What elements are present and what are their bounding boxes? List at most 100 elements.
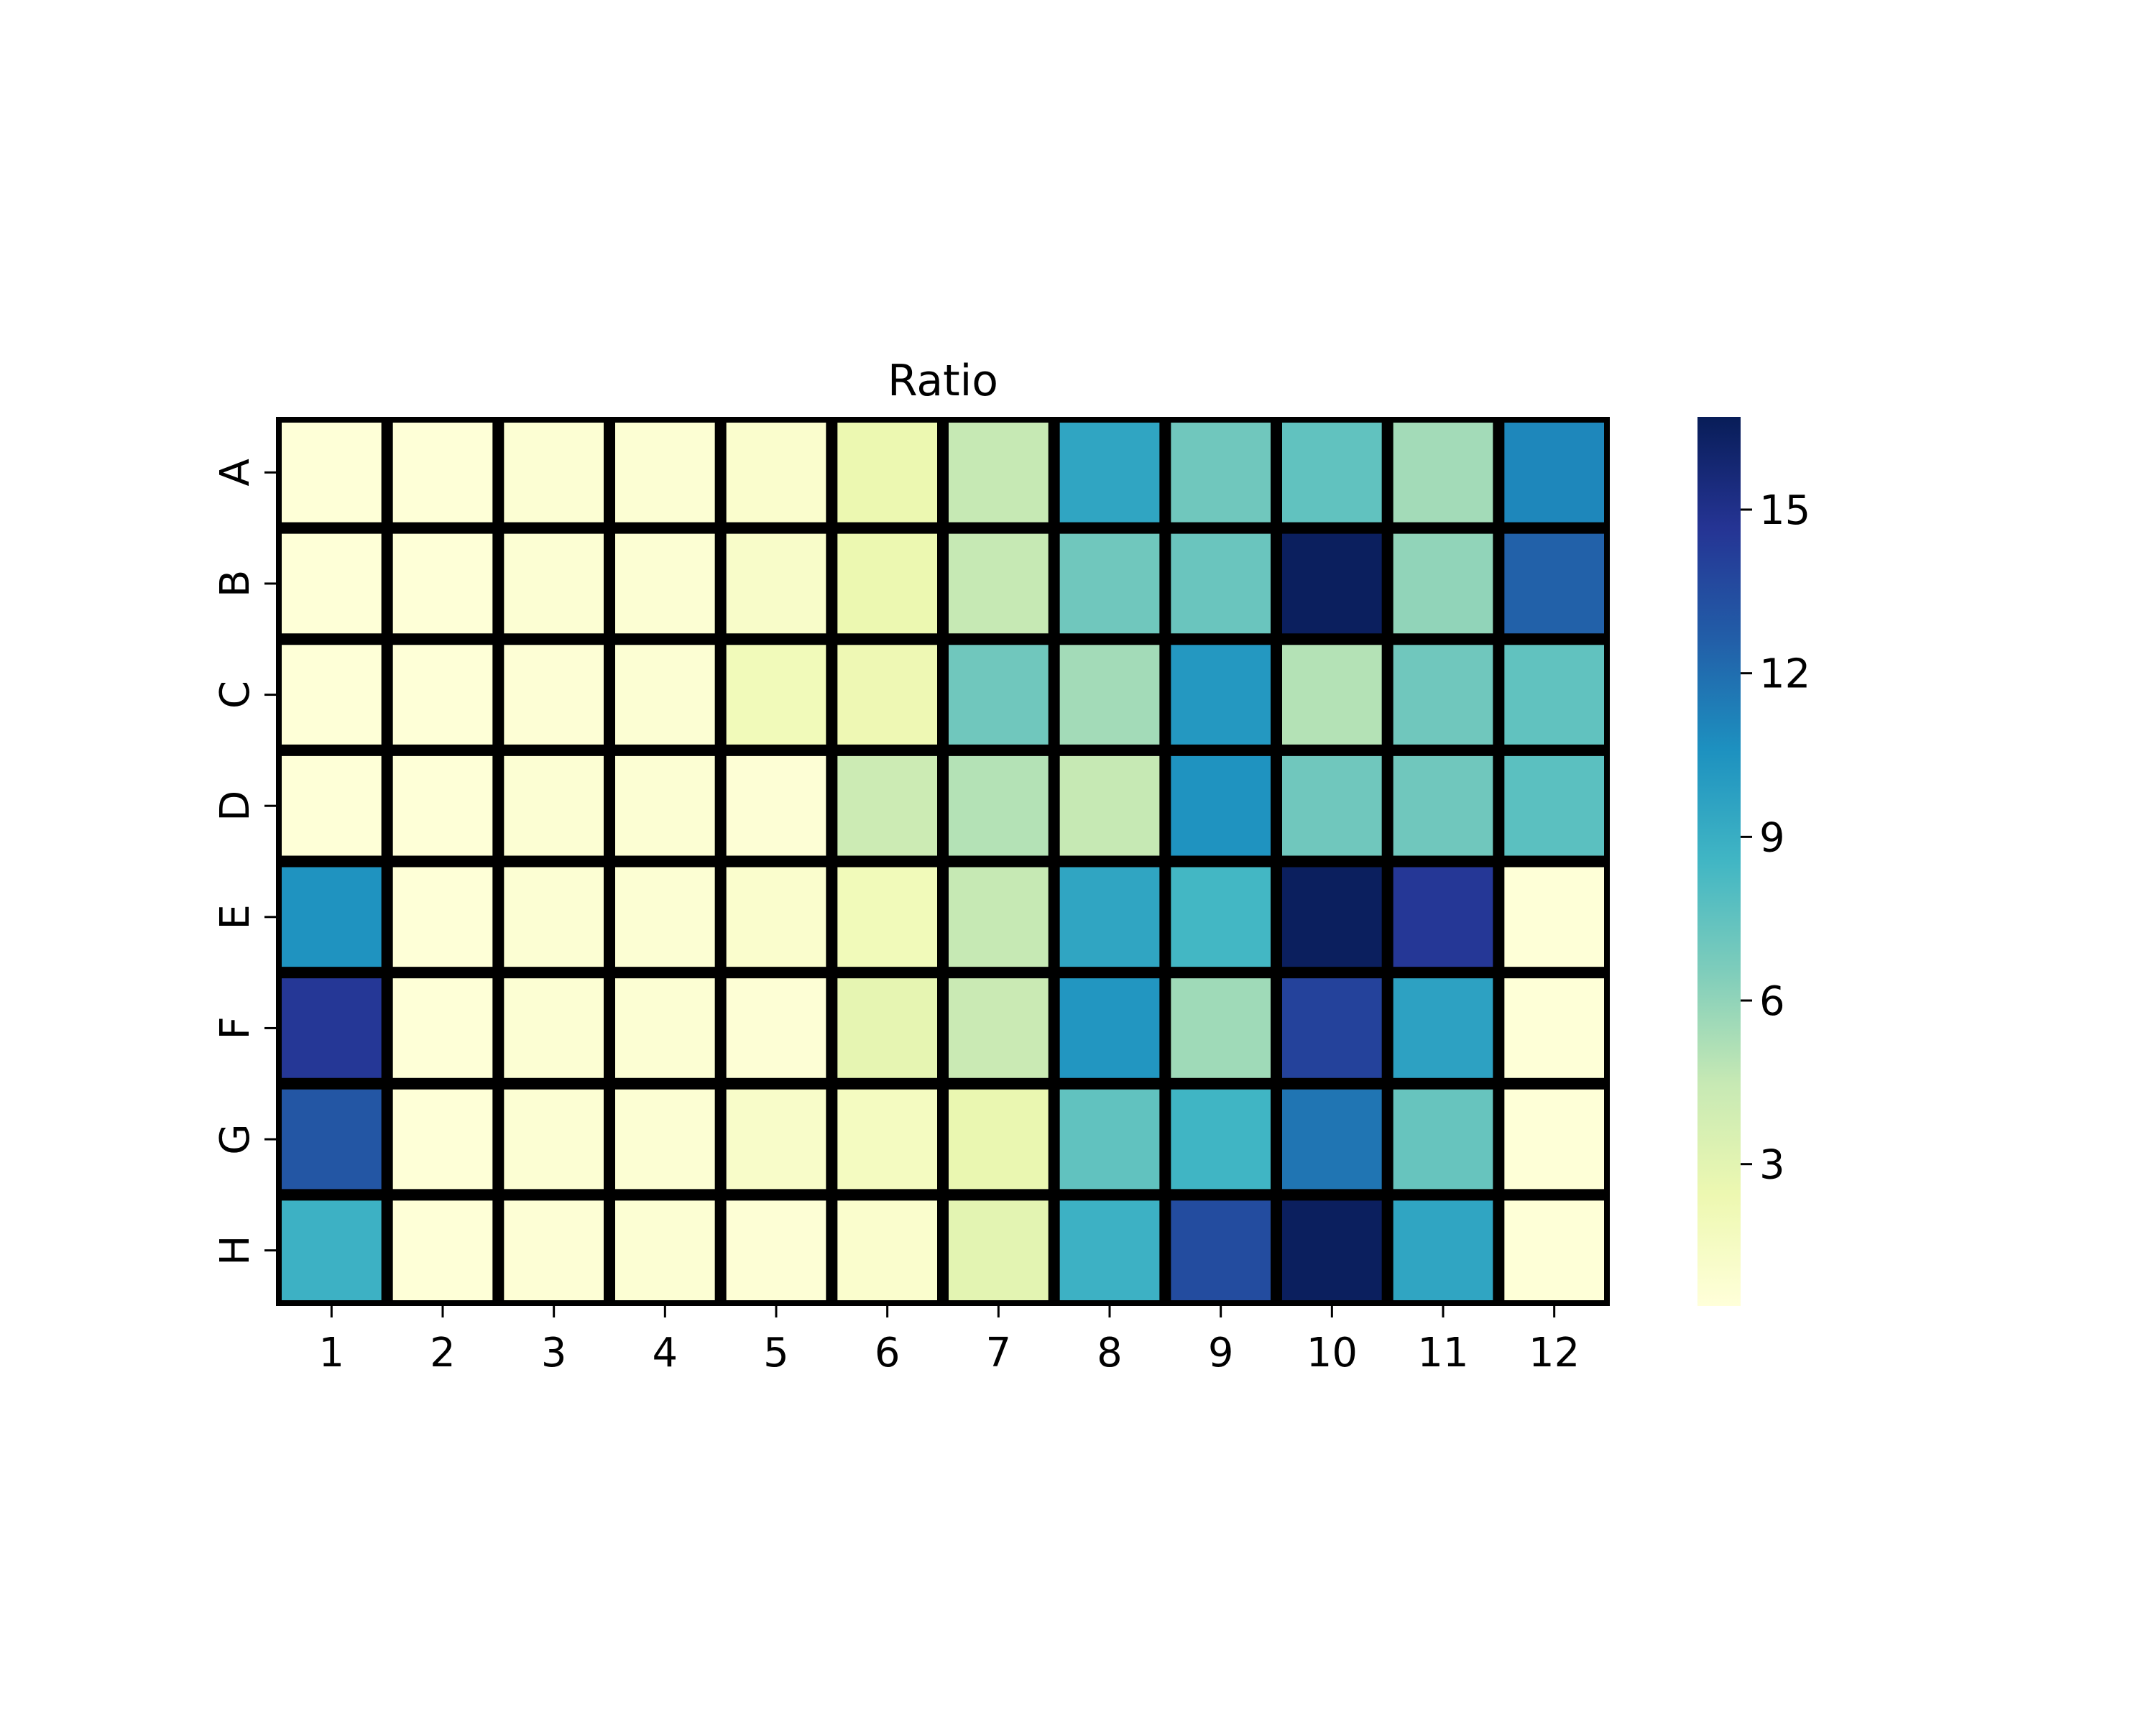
heatmap-cell-G5 xyxy=(726,1089,826,1190)
heatmap-cell-F4 xyxy=(615,978,715,1078)
heatmap-cell-G8 xyxy=(1059,1089,1160,1190)
heatmap-cell-E6 xyxy=(837,867,937,967)
heatmap-cell-E1 xyxy=(282,867,382,967)
y-tick-label: E xyxy=(212,904,259,929)
heatmap-cell-B2 xyxy=(392,533,493,634)
y-axis: A B C D E F G H xyxy=(212,459,276,1266)
heatmap-cell-E10 xyxy=(1282,867,1382,967)
heatmap-cell-F5 xyxy=(726,978,826,1078)
x-tick-label: 7 xyxy=(986,1330,1012,1376)
x-tick-label: 11 xyxy=(1417,1330,1468,1376)
heatmap-cell-H1 xyxy=(282,1200,382,1300)
heatmap-cell-A6 xyxy=(837,423,937,523)
heatmap-cell-C11 xyxy=(1393,645,1493,745)
heatmap-cell-F6 xyxy=(837,978,937,1078)
heatmap-cell-C3 xyxy=(504,645,604,745)
heatmap-cell-C2 xyxy=(392,645,493,745)
x-tick-label: 2 xyxy=(430,1330,456,1376)
heatmap-cell-H8 xyxy=(1059,1200,1160,1300)
y-tick-label: D xyxy=(212,791,259,822)
colorbar-tick-label: 6 xyxy=(1759,978,1785,1025)
y-tick-label: B xyxy=(212,570,259,597)
heatmap-cell-C5 xyxy=(726,645,826,745)
heatmap-cell-H6 xyxy=(837,1200,937,1300)
heatmap-cell-A11 xyxy=(1393,423,1493,523)
x-tick-label: 9 xyxy=(1208,1330,1234,1376)
heatmap-cell-C9 xyxy=(1171,645,1271,745)
heatmap-cell-F9 xyxy=(1171,978,1271,1078)
y-tick-label: A xyxy=(212,459,259,486)
heatmap-cell-C7 xyxy=(949,645,1049,745)
heatmap-cell-F7 xyxy=(949,978,1049,1078)
heatmap-cell-A5 xyxy=(726,423,826,523)
heatmap-cell-F1 xyxy=(282,978,382,1078)
heatmap-cell-G6 xyxy=(837,1089,937,1190)
y-tick-label: H xyxy=(212,1236,259,1266)
heatmap-cell-C6 xyxy=(837,645,937,745)
heatmap-cell-B10 xyxy=(1282,533,1382,634)
heatmap-cell-H10 xyxy=(1282,1200,1382,1300)
heatmap-cell-A1 xyxy=(282,423,382,523)
heatmap-cell-D5 xyxy=(726,755,826,856)
heatmap-cell-E8 xyxy=(1059,867,1160,967)
heatmap-cell-F12 xyxy=(1504,978,1604,1078)
heatmap-cell-D10 xyxy=(1282,755,1382,856)
heatmap-cell-C1 xyxy=(282,645,382,745)
heatmap-cell-E7 xyxy=(949,867,1049,967)
chart-title: Ratio xyxy=(888,356,998,406)
heatmap-cell-F11 xyxy=(1393,978,1493,1078)
heatmap-cell-E9 xyxy=(1171,867,1271,967)
heatmap-cell-D8 xyxy=(1059,755,1160,856)
heatmap-cell-A8 xyxy=(1059,423,1160,523)
heatmap-cell-H12 xyxy=(1504,1200,1604,1300)
heatmap-cell-E5 xyxy=(726,867,826,967)
heatmap-cell-H9 xyxy=(1171,1200,1271,1300)
heatmap-cell-A12 xyxy=(1504,423,1604,523)
y-tick-label: F xyxy=(212,1016,259,1039)
heatmap-cell-C4 xyxy=(615,645,715,745)
heatmap-cell-A4 xyxy=(615,423,715,523)
x-tick-label: 8 xyxy=(1097,1330,1123,1376)
heatmap-cell-G10 xyxy=(1282,1089,1382,1190)
heatmap-cell-A2 xyxy=(392,423,493,523)
heatmap-cell-C12 xyxy=(1504,645,1604,745)
heatmap-cell-E12 xyxy=(1504,867,1604,967)
heatmap-cell-G9 xyxy=(1171,1089,1271,1190)
heatmap-cell-G11 xyxy=(1393,1089,1493,1190)
heatmap-cell-D6 xyxy=(837,755,937,856)
heatmap-background xyxy=(276,417,1610,1306)
x-tick-label: 12 xyxy=(1529,1330,1580,1376)
heatmap-cell-B7 xyxy=(949,533,1049,634)
heatmap-cell-E3 xyxy=(504,867,604,967)
colorbar-tick-label: 15 xyxy=(1759,487,1810,534)
x-tick-label: 6 xyxy=(875,1330,900,1376)
heatmap-cell-B1 xyxy=(282,533,382,634)
heatmap-cell-D4 xyxy=(615,755,715,856)
heatmap-cell-H5 xyxy=(726,1200,826,1300)
colorbar-tick-label: 9 xyxy=(1759,814,1785,861)
heatmap-cell-A7 xyxy=(949,423,1049,523)
heatmap-cell-H7 xyxy=(949,1200,1049,1300)
heatmap-cell-C8 xyxy=(1059,645,1160,745)
heatmap-cell-C10 xyxy=(1282,645,1382,745)
x-tick-label: 3 xyxy=(541,1330,567,1376)
colorbar-tick-label: 12 xyxy=(1759,651,1810,698)
heatmap-cell-G2 xyxy=(392,1089,493,1190)
heatmap-cell-B12 xyxy=(1504,533,1604,634)
heatmap-cell-D1 xyxy=(282,755,382,856)
heatmap-cell-A9 xyxy=(1171,423,1271,523)
heatmap-cell-B9 xyxy=(1171,533,1271,634)
heatmap-cell-D12 xyxy=(1504,755,1604,856)
y-tick-label: G xyxy=(212,1123,259,1154)
heatmap-cell-B3 xyxy=(504,533,604,634)
heatmap-cell-B8 xyxy=(1059,533,1160,634)
heatmap-cell-A3 xyxy=(504,423,604,523)
heatmap-cell-E4 xyxy=(615,867,715,967)
x-tick-label: 1 xyxy=(319,1330,345,1376)
heatmap-cell-A10 xyxy=(1282,423,1382,523)
heatmap-cell-G1 xyxy=(282,1089,382,1190)
heatmap-cell-H4 xyxy=(615,1200,715,1300)
heatmap-cell-H11 xyxy=(1393,1200,1493,1300)
heatmap-cell-E11 xyxy=(1393,867,1493,967)
